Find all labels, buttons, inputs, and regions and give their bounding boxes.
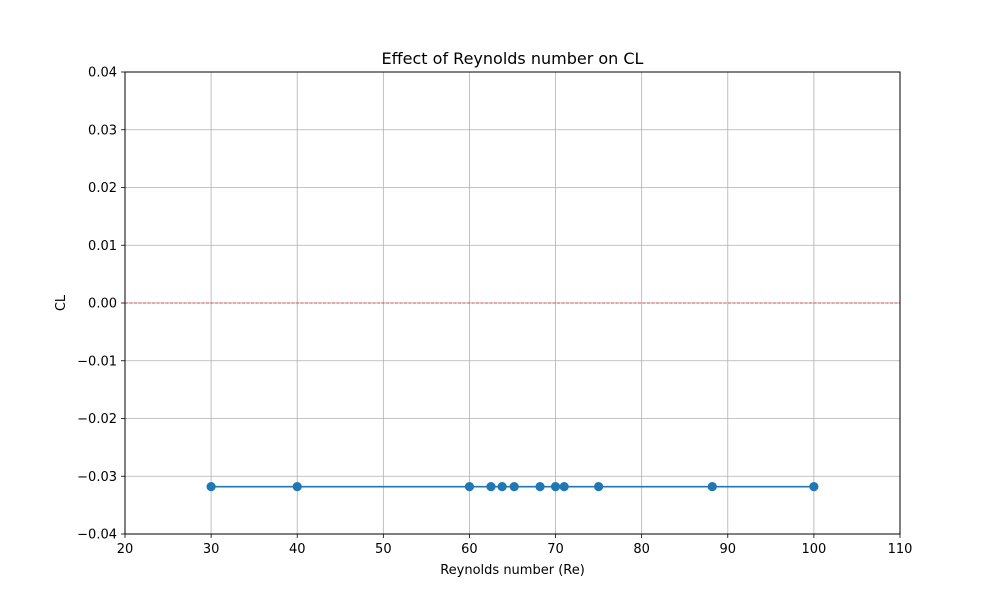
- y-tick-label: −0.02: [77, 412, 117, 427]
- data-point: [486, 482, 496, 492]
- chart-title: Effect of Reynolds number on CL: [382, 49, 644, 68]
- x-tick-label: 110: [888, 542, 913, 557]
- y-tick-label: −0.04: [77, 528, 117, 543]
- data-point: [509, 482, 519, 492]
- data-point: [292, 482, 302, 492]
- x-tick-label: 80: [633, 542, 650, 557]
- x-tick-label: 50: [375, 542, 392, 557]
- x-axis-ticks: 20 30 40 50 60 70 80 90 100 110: [117, 534, 913, 557]
- data-point: [464, 482, 475, 492]
- data-point: [497, 482, 507, 492]
- series-layer: [206, 482, 819, 492]
- y-tick-label: −0.01: [77, 354, 117, 369]
- x-tick-label: 70: [547, 542, 564, 557]
- x-tick-label: 20: [117, 542, 134, 557]
- data-point: [809, 482, 819, 492]
- y-tick-label: 0.02: [88, 181, 117, 196]
- x-tick-label: 30: [203, 542, 220, 557]
- x-tick-label: 40: [289, 542, 306, 557]
- y-tick-label: 0.00: [88, 297, 117, 312]
- x-tick-label: 90: [720, 542, 737, 557]
- data-point: [559, 482, 569, 492]
- x-axis-label: Reynolds number (Re): [440, 563, 585, 578]
- y-axis-label: CL: [54, 294, 69, 311]
- data-point: [594, 482, 604, 492]
- x-tick-label: 60: [461, 542, 478, 557]
- data-point: [206, 482, 216, 492]
- y-tick-label: 0.04: [88, 66, 117, 81]
- data-point: [550, 482, 561, 492]
- y-tick-label: −0.03: [77, 470, 117, 485]
- y-axis-ticks: −0.04 −0.03 −0.02 −0.01 0.00 0.01 0.02 0.03 0.04: [77, 66, 125, 543]
- data-point: [535, 482, 545, 492]
- y-tick-label: 0.01: [88, 239, 117, 254]
- data-point: [707, 482, 717, 492]
- x-tick-label: 100: [801, 542, 826, 557]
- y-tick-label: 0.03: [88, 123, 117, 138]
